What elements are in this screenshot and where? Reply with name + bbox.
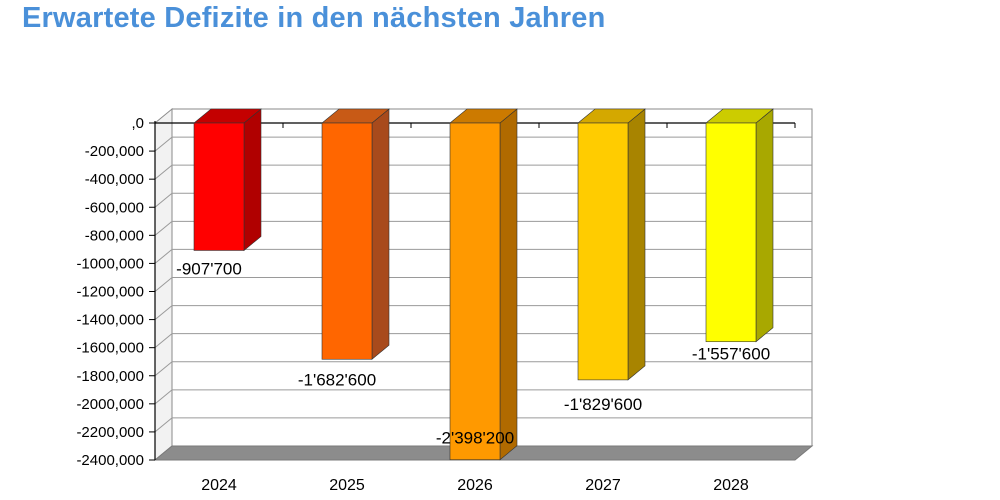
bar-front [705, 122, 757, 343]
data-label: -1'829'600 [564, 395, 642, 414]
data-label: -1'557'600 [692, 345, 770, 364]
bar-side [499, 108, 518, 461]
y-tick-label: -400,000 [85, 171, 144, 188]
x-category-label: 2026 [457, 477, 493, 494]
page-title: Erwartete Defizite in den nächsten Jahre… [22, 2, 606, 34]
data-label: -2'398'200 [436, 429, 514, 448]
bar-front [577, 122, 629, 381]
bar-side [243, 108, 262, 252]
bar-2026 [449, 108, 518, 461]
bars [193, 108, 774, 461]
y-tick-label: ,0 [131, 115, 144, 132]
y-tick-label: -1000,000 [76, 255, 144, 272]
data-label: -907'700 [176, 259, 242, 278]
bar-side [627, 108, 646, 381]
labels: ,0 -200,000 -400,000 -600,000 -800,000 -1000,… [76, 115, 770, 494]
y-tick-label: -200,000 [85, 143, 144, 160]
y-tick-label: -2400,000 [76, 452, 144, 469]
x-category-label: 2027 [585, 477, 621, 494]
gridline [154, 389, 812, 405]
x-category-label: 2028 [713, 477, 749, 494]
bar-2027 [577, 108, 646, 381]
bar-2028 [705, 108, 774, 343]
bar-side [371, 108, 390, 360]
bar-front [193, 122, 245, 251]
bar-2024 [193, 108, 262, 252]
y-tick-label: -600,000 [85, 199, 144, 216]
y-tick-label: -800,000 [85, 227, 144, 244]
x-category-label: 2024 [201, 477, 237, 494]
y-tick-label: -1200,000 [76, 284, 144, 301]
data-label: -1'682'600 [298, 370, 376, 389]
y-tick-label: -2000,000 [76, 396, 144, 413]
bar-front [321, 122, 373, 360]
gridline [154, 417, 812, 433]
y-tick-label: -2200,000 [76, 424, 144, 441]
y-tick-label: -1400,000 [76, 312, 144, 329]
bar-2025 [321, 108, 390, 360]
bar-side [755, 108, 774, 343]
bar-front [449, 122, 501, 461]
x-category-label: 2025 [329, 477, 365, 494]
y-tick-label: -1800,000 [76, 368, 144, 385]
y-tick-label: -1600,000 [76, 340, 144, 357]
